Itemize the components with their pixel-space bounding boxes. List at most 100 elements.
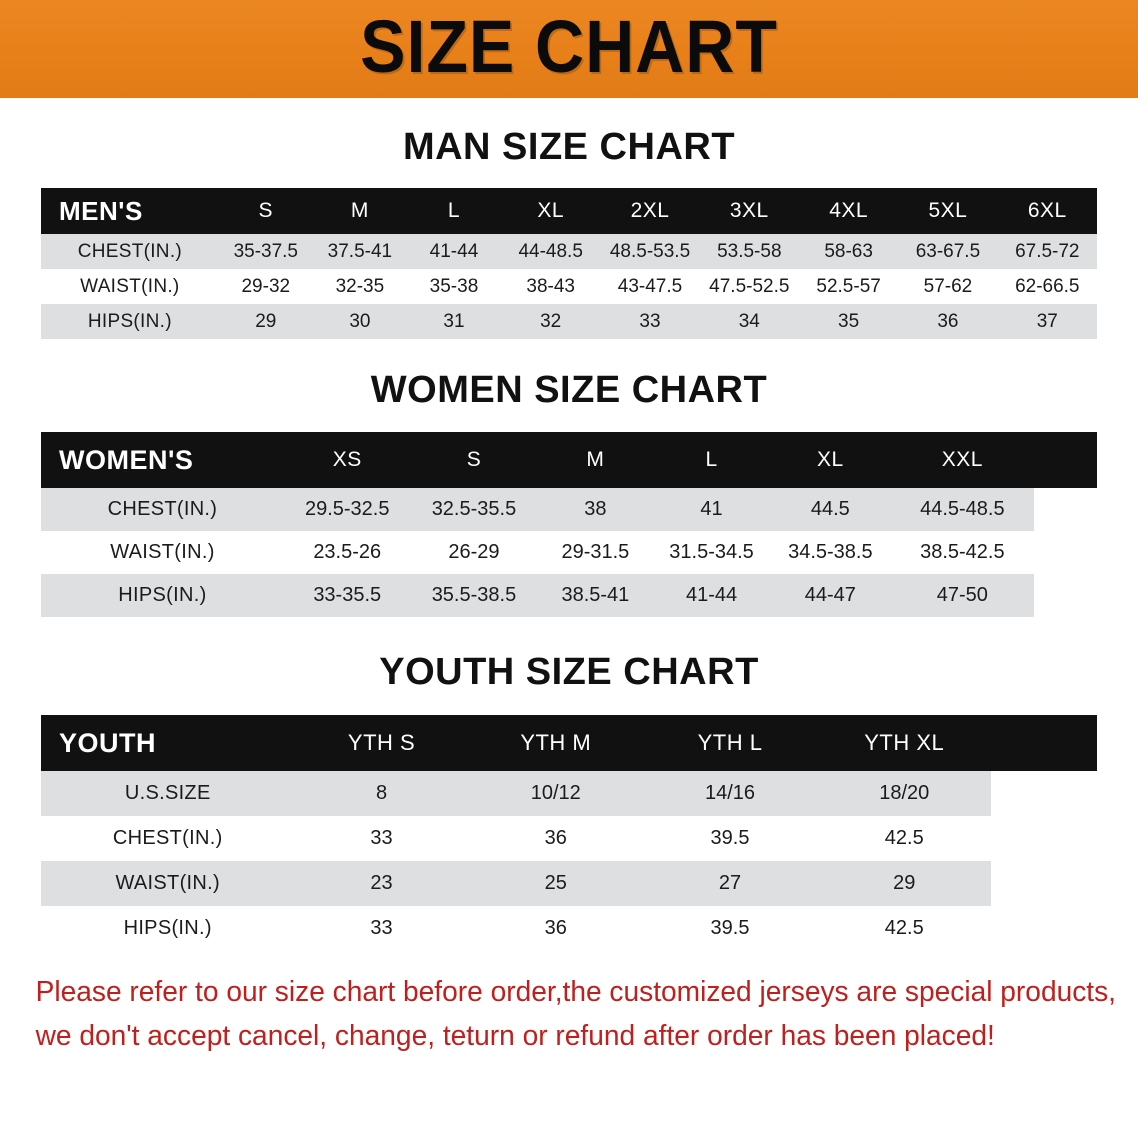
youth-col-xl: YTH XL [864, 730, 945, 755]
women-hips-xxl: 47-50 [891, 574, 1034, 617]
man-chest-3xl: 53.5-58 [699, 234, 799, 269]
youth-row-label-ussize: U.S.SIZE [41, 771, 295, 816]
women-header-spacer [1034, 432, 1097, 488]
man-waist-l: 35-38 [406, 269, 502, 304]
women-chest-xxl: 44.5-48.5 [891, 488, 1034, 531]
man-hips-s: 29 [218, 304, 313, 339]
women-chest-l: 41 [653, 488, 770, 531]
women-chest-m: 38 [537, 488, 654, 531]
women-chest-spacer [1033, 488, 1097, 531]
women-waist-s: 26-29 [410, 531, 538, 574]
table-row: CHEST(IN.) 35-37.5 37.5-41 41-44 44-48.5… [41, 234, 1097, 269]
women-row-label-hips: HIPS(IN.) [41, 574, 284, 617]
man-row-label-waist: WAIST(IN.) [41, 269, 219, 304]
youth-size-table: YOUTH YTH S YTH M YTH L YTH XL U.S.SIZE … [41, 715, 1097, 951]
youth-chest-xl: 42.5 [817, 816, 992, 861]
women-col-xs: XS [332, 448, 362, 471]
youth-row-label-hips: HIPS(IN.) [41, 906, 295, 951]
women-hips-xs: 33-35.5 [283, 574, 411, 617]
youth-ussize-xl: 18/20 [817, 771, 992, 816]
man-waist-s: 29-32 [218, 269, 313, 304]
women-col-s: S [466, 448, 482, 471]
youth-ussize-l: 14/16 [642, 771, 818, 816]
table-row: WAIST(IN.) 23 25 27 29 [41, 861, 1097, 906]
youth-hips-m: 36 [468, 906, 643, 951]
man-waist-5xl: 57-62 [898, 269, 998, 304]
man-col-5xl: 5XL [928, 199, 968, 222]
table-row: WAIST(IN.) 23.5-26 26-29 29-31.5 31.5-34… [41, 531, 1097, 574]
women-size-table-container: WOMEN'S XS S M L XL XXL CHEST(IN.) 29.5-… [41, 432, 1097, 617]
youth-section-title: YOUTH SIZE CHART [379, 651, 759, 693]
man-hips-6xl: 37 [997, 304, 1097, 339]
youth-col-l: YTH L [697, 730, 763, 755]
man-col-xl: XL [537, 199, 565, 222]
women-size-table: WOMEN'S XS S M L XL XXL CHEST(IN.) 29.5-… [41, 432, 1097, 617]
youth-col-m: YTH M [520, 730, 592, 755]
women-col-l: L [705, 448, 718, 471]
youth-ussize-s: 8 [294, 771, 469, 816]
youth-ussize-spacer [991, 771, 1097, 816]
table-row: CHEST(IN.) 29.5-32.5 32.5-35.5 38 41 44.… [41, 488, 1097, 531]
man-waist-2xl: 43-47.5 [600, 269, 700, 304]
youth-waist-s: 23 [294, 861, 469, 906]
youth-waist-spacer [991, 861, 1097, 906]
youth-row-label-waist: WAIST(IN.) [41, 861, 295, 906]
man-chest-2xl: 48.5-53.5 [600, 234, 700, 269]
table-row: WAIST(IN.) 29-32 32-35 35-38 38-43 43-47… [41, 269, 1097, 304]
youth-hips-spacer [991, 906, 1097, 951]
man-hips-l: 31 [406, 304, 502, 339]
women-col-xl: XL [817, 448, 844, 471]
youth-waist-m: 25 [468, 861, 643, 906]
youth-hips-s: 33 [294, 906, 469, 951]
youth-ussize-m: 10/12 [468, 771, 643, 816]
order-policy-disclaimer: Please refer to our size chart before or… [22, 971, 1116, 1058]
man-chest-5xl: 63-67.5 [898, 234, 998, 269]
table-row: HIPS(IN.) 33 36 39.5 42.5 [41, 906, 1097, 951]
women-hips-xl: 44-47 [769, 574, 892, 617]
women-table-header-row: WOMEN'S XS S M L XL XXL [41, 432, 1097, 488]
youth-size-table-container: YOUTH YTH S YTH M YTH L YTH XL U.S.SIZE … [41, 715, 1097, 951]
women-chest-s: 32.5-35.5 [410, 488, 538, 531]
women-row-label-chest: CHEST(IN.) [41, 488, 284, 531]
man-hips-2xl: 33 [600, 304, 700, 339]
women-chest-xs: 29.5-32.5 [283, 488, 411, 531]
disclaimer-line-2: we don't accept cancel, change, teturn o… [35, 1019, 995, 1052]
table-row: HIPS(IN.) 33-35.5 35.5-38.5 38.5-41 41-4… [41, 574, 1097, 617]
women-col-xxl: XXL [941, 448, 983, 471]
man-hips-5xl: 36 [898, 304, 998, 339]
man-chest-4xl: 58-63 [798, 234, 899, 269]
man-waist-xl: 38-43 [501, 269, 601, 304]
table-row: CHEST(IN.) 33 36 39.5 42.5 [41, 816, 1097, 861]
women-row-label-waist: WAIST(IN.) [41, 531, 284, 574]
women-hips-l: 41-44 [653, 574, 770, 617]
man-col-4xl: 4XL [829, 199, 869, 222]
man-chest-s: 35-37.5 [218, 234, 313, 269]
women-hips-s: 35.5-38.5 [410, 574, 538, 617]
table-row: HIPS(IN.) 29 30 31 32 33 34 35 36 37 [41, 304, 1097, 339]
man-chest-m: 37.5-41 [312, 234, 407, 269]
man-waist-4xl: 52.5-57 [798, 269, 899, 304]
man-chest-l: 41-44 [406, 234, 502, 269]
man-row-label-hips: HIPS(IN.) [41, 304, 219, 339]
women-header-label: WOMEN'S [59, 444, 194, 475]
man-col-l: L [447, 199, 461, 222]
women-chest-xl: 44.5 [769, 488, 892, 531]
man-hips-4xl: 35 [798, 304, 899, 339]
youth-chest-l: 39.5 [642, 816, 818, 861]
youth-col-s: YTH S [347, 730, 416, 755]
disclaimer-line-1: Please refer to our size chart before or… [35, 976, 1116, 1008]
banner-title: SIZE CHART [360, 5, 778, 88]
man-waist-m: 32-35 [312, 269, 407, 304]
youth-row-label-chest: CHEST(IN.) [41, 816, 295, 861]
women-hips-m: 38.5-41 [537, 574, 654, 617]
youth-waist-l: 27 [642, 861, 818, 906]
women-waist-xs: 23.5-26 [283, 531, 411, 574]
women-hips-spacer [1033, 574, 1097, 617]
youth-table-header-row: YOUTH YTH S YTH M YTH L YTH XL [41, 715, 1097, 771]
man-hips-xl: 32 [501, 304, 601, 339]
man-waist-3xl: 47.5-52.5 [699, 269, 799, 304]
man-col-m: M [350, 199, 369, 222]
youth-chest-m: 36 [468, 816, 643, 861]
youth-header-label: YOUTH [59, 727, 156, 758]
man-col-s: S [258, 199, 274, 222]
